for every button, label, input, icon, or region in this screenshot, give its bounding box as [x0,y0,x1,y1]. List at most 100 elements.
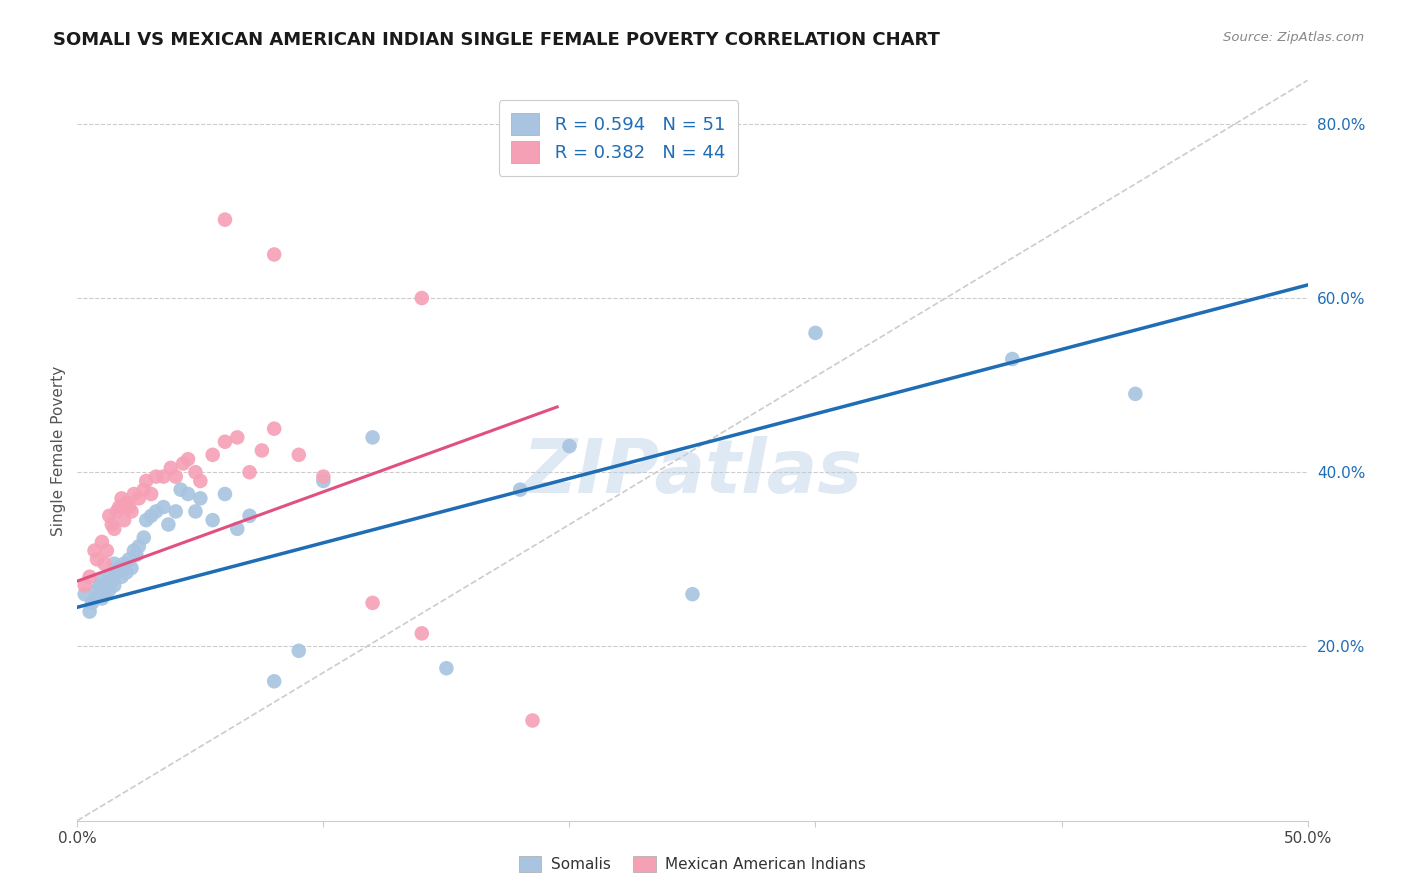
Point [108,500,131,514]
Point [312,474,335,488]
Point [128,491,150,506]
Point [188,474,212,488]
Point [1125,387,1147,401]
Point [105,504,128,518]
Point [509,483,531,497]
Point [83,543,105,558]
Point [73,578,96,592]
Point [96,543,118,558]
Point [112,557,135,571]
Text: SOMALI VS MEXICAN AMERICAN INDIAN SINGLE FEMALE POVERTY CORRELATION CHART: SOMALI VS MEXICAN AMERICAN INDIAN SINGLE… [53,31,941,49]
Point [103,557,125,571]
Point [250,443,273,458]
Point [804,326,827,340]
Point [558,439,581,453]
Point [90,591,114,606]
Point [411,626,433,640]
Point [263,247,285,261]
Point [152,500,174,514]
Point [263,422,285,436]
Point [226,522,249,536]
Point [86,582,108,597]
Point [239,465,262,479]
Point [239,508,262,523]
Point [172,457,194,471]
Point [111,570,132,584]
Point [263,674,285,689]
Point [89,578,111,592]
Point [101,574,124,588]
Point [103,578,125,592]
Text: ZIPatlas: ZIPatlas [523,436,862,509]
Y-axis label: Single Female Poverty: Single Female Poverty [51,366,66,535]
Point [125,548,148,562]
Point [118,552,141,566]
Point [214,434,236,449]
Point [145,504,167,518]
Point [121,561,143,575]
Point [73,587,96,601]
Point [98,582,121,597]
Point [82,596,104,610]
Point [145,469,167,483]
Point [128,539,150,553]
Point [93,557,115,571]
Point [288,448,311,462]
Point [90,574,114,588]
Point [122,487,145,501]
Point [361,430,384,444]
Point [436,661,458,675]
Point [177,487,200,501]
Point [79,570,101,584]
Point [1001,351,1024,366]
Point [132,531,155,545]
Point [121,504,143,518]
Point [361,596,384,610]
Point [152,469,174,483]
Point [141,508,163,523]
Point [226,430,249,444]
Point [165,504,187,518]
Point [184,504,207,518]
Point [214,487,236,501]
Point [115,566,138,580]
Point [135,474,157,488]
Point [201,448,224,462]
Point [157,517,180,532]
Point [105,566,128,580]
Point [98,570,121,584]
Point [111,491,132,506]
Point [112,513,135,527]
Point [103,522,125,536]
Point [411,291,433,305]
Point [90,535,114,549]
Point [682,587,704,601]
Point [177,452,200,467]
Text: Source: ZipAtlas.com: Source: ZipAtlas.com [1223,31,1364,45]
Point [98,508,121,523]
Point [214,212,236,227]
Point [135,513,157,527]
Point [184,465,207,479]
Point [108,561,131,575]
Point [188,491,212,506]
Point [201,513,224,527]
Point [101,517,124,532]
Point [288,644,311,658]
Legend: Somalis, Mexican American Indians: Somalis, Mexican American Indians [510,848,875,880]
Point [86,552,108,566]
Point [83,591,105,606]
Point [165,469,187,483]
Point [93,587,115,601]
Point [79,605,101,619]
Point [122,543,145,558]
Point [312,469,335,483]
Point [141,487,163,501]
Point [160,461,183,475]
Point [96,578,118,592]
Point [118,500,141,514]
Point [170,483,193,497]
Point [132,483,155,497]
Point [115,496,138,510]
Point [522,714,544,728]
